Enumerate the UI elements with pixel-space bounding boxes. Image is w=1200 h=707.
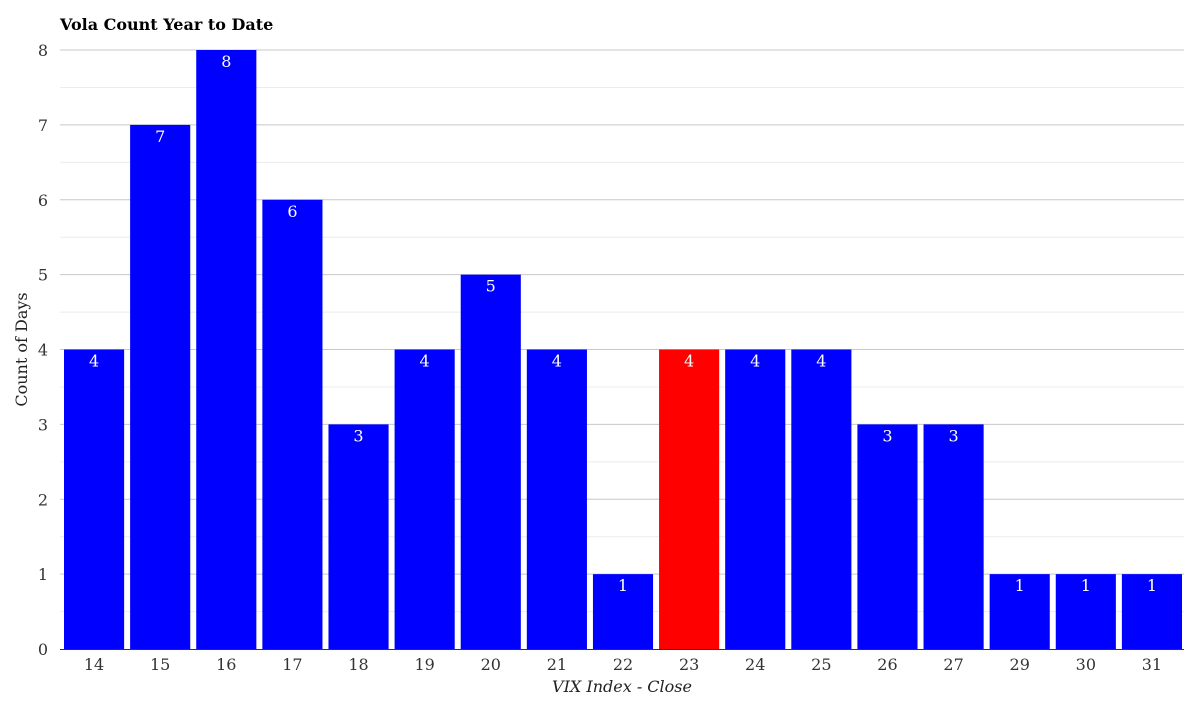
bar-31 bbox=[1121, 574, 1182, 649]
x-tick-label-22: 22 bbox=[613, 655, 633, 674]
y-tick-label: 2 bbox=[38, 490, 48, 509]
bar-22 bbox=[592, 574, 654, 649]
x-tick-label-24: 24 bbox=[745, 655, 765, 674]
x-tick-label-29: 29 bbox=[1010, 655, 1030, 674]
bar-27 bbox=[923, 424, 984, 649]
x-tick-label-30: 30 bbox=[1076, 655, 1096, 674]
y-tick-label: 6 bbox=[38, 191, 48, 210]
data-label-30: 1 bbox=[1081, 576, 1091, 595]
chart-title: Vola Count Year to Date bbox=[60, 15, 274, 34]
bar-26 bbox=[857, 424, 918, 649]
x-tick-label-25: 25 bbox=[811, 655, 831, 674]
bar-14 bbox=[64, 349, 125, 649]
x-tick-label-18: 18 bbox=[348, 655, 368, 674]
bar-30 bbox=[1055, 574, 1116, 649]
x-tick-label-19: 19 bbox=[414, 655, 434, 674]
data-label-19: 4 bbox=[420, 352, 430, 371]
data-label-25: 4 bbox=[816, 352, 826, 371]
bar-21 bbox=[526, 349, 587, 649]
data-label-20: 5 bbox=[486, 277, 496, 296]
bar-19 bbox=[394, 349, 455, 649]
bar-20 bbox=[460, 274, 521, 649]
y-tick-label: 5 bbox=[38, 266, 48, 285]
bar-23 bbox=[659, 349, 720, 649]
data-label-16: 8 bbox=[221, 52, 231, 71]
x-axis-label: VIX Index - Close bbox=[552, 677, 692, 696]
bar-17 bbox=[262, 199, 323, 649]
data-label-23: 4 bbox=[684, 352, 694, 371]
y-tick-label: 1 bbox=[38, 565, 48, 584]
bar-18 bbox=[328, 424, 389, 649]
x-tick-label-14: 14 bbox=[84, 655, 104, 674]
data-label-27: 3 bbox=[948, 426, 958, 445]
x-tick-labels: 14 15 16 17 18 19 20 21 22 23 24 25 26 27 29 30 31 bbox=[84, 655, 1162, 674]
data-label-26: 3 bbox=[882, 426, 892, 445]
y-tick-label: 3 bbox=[38, 415, 48, 434]
y-tick-labels: 0 1 2 3 4 5 6 7 8 bbox=[38, 41, 48, 659]
x-tick-label-16: 16 bbox=[216, 655, 236, 674]
bar-25 bbox=[791, 349, 852, 649]
y-tick-label: 4 bbox=[38, 341, 48, 360]
data-label-21: 4 bbox=[552, 352, 562, 371]
x-tick-label-31: 31 bbox=[1142, 655, 1162, 674]
bar-16 bbox=[196, 50, 257, 649]
x-tick-label-17: 17 bbox=[282, 655, 302, 674]
data-label-17: 6 bbox=[287, 202, 297, 221]
data-label-18: 3 bbox=[353, 426, 363, 445]
x-tick-label-27: 27 bbox=[943, 655, 963, 674]
x-tick-label-20: 20 bbox=[481, 655, 501, 674]
x-tick-label-15: 15 bbox=[150, 655, 170, 674]
y-tick-label: 8 bbox=[38, 41, 48, 60]
x-tick-label-21: 21 bbox=[547, 655, 567, 674]
bars bbox=[64, 50, 1182, 649]
data-label-24: 4 bbox=[750, 352, 760, 371]
bar-15 bbox=[130, 124, 191, 649]
y-tick-label: 7 bbox=[38, 116, 48, 135]
y-tick-label: 0 bbox=[38, 640, 48, 659]
x-tick-label-26: 26 bbox=[877, 655, 897, 674]
data-label-15: 7 bbox=[155, 127, 165, 146]
data-label-31: 1 bbox=[1147, 576, 1157, 595]
y-axis-label: Count of Days bbox=[12, 292, 31, 406]
data-label-22: 1 bbox=[618, 576, 628, 595]
data-labels: 4 7 8 6 3 4 5 4 1 4 4 4 3 3 1 1 1 bbox=[89, 52, 1157, 595]
x-tick-label-23: 23 bbox=[679, 655, 699, 674]
bar-24 bbox=[725, 349, 786, 649]
data-label-14: 4 bbox=[89, 352, 99, 371]
data-label-29: 1 bbox=[1015, 576, 1025, 595]
bar-29 bbox=[989, 574, 1050, 649]
